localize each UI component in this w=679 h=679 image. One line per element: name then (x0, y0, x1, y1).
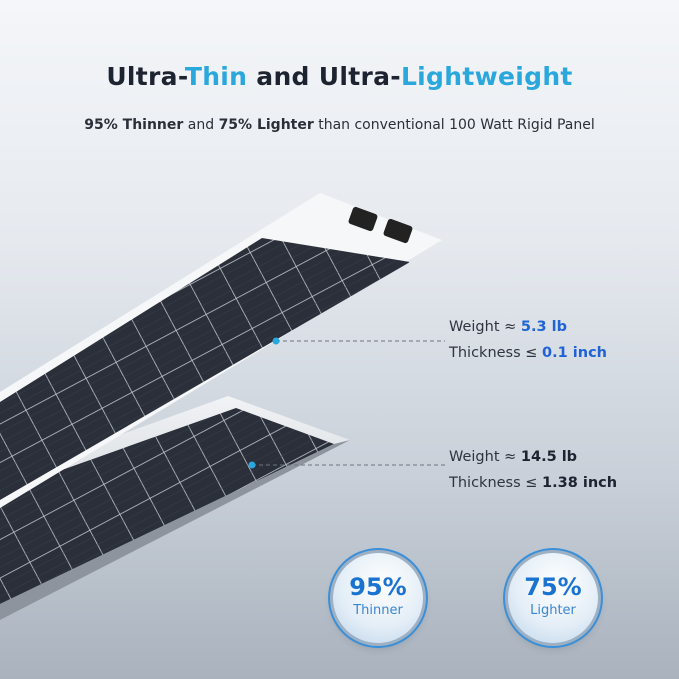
thin-thickness: Thickness ≤ 0.1 inch (449, 340, 607, 366)
junction-box (383, 218, 413, 244)
weight-label: Weight ≈ (449, 449, 521, 465)
weight-label: Weight ≈ (449, 319, 521, 335)
thickness-label: Thickness ≤ (449, 345, 543, 361)
title-part: and Ultra- (247, 62, 401, 91)
flexible-thin-panel (0, 193, 442, 508)
thickness-value: 1.38 inch (542, 475, 618, 491)
title-accent-lightweight: Lightweight (400, 62, 573, 91)
rigid-panel-marker-dot (248, 461, 256, 469)
title-part: Ultra- (106, 62, 185, 91)
thinner-badge: 95% Thinner (333, 553, 423, 643)
rigid-thickness: Thickness ≤ 1.38 inch (449, 470, 617, 496)
badge-label: Thinner (353, 603, 403, 618)
subtitle-part: than conventional 100 Watt Rigid Panel (313, 117, 595, 133)
badge-value: 95% (349, 573, 407, 601)
weight-value: 5.3 lb (520, 319, 567, 335)
rigid-weight: Weight ≈ 14.5 lb (449, 444, 617, 470)
headline: Ultra-Thin and Ultra-Lightweight (0, 62, 679, 91)
rigid-panel-specs: Weight ≈ 14.5 lb Thickness ≤ 1.38 inch (449, 444, 617, 496)
weight-value: 14.5 lb (520, 449, 578, 465)
lighter-badge: 75% Lighter (508, 553, 598, 643)
thin-weight: Weight ≈ 5.3 lb (449, 314, 607, 340)
thin-panel-specs: Weight ≈ 5.3 lb Thickness ≤ 0.1 inch (449, 314, 607, 366)
title-accent-thin: Thin (184, 62, 248, 91)
lighter-claim: 75% Lighter (218, 117, 314, 133)
thickness-value: 0.1 inch (542, 345, 607, 361)
badge-value: 75% (524, 573, 582, 601)
thinner-claim: 95% Thinner (84, 117, 184, 133)
thickness-label: Thickness ≤ (449, 475, 543, 491)
subtitle: 95% Thinner and 75% Lighter than convent… (0, 117, 679, 133)
badge-label: Lighter (530, 603, 576, 618)
subtitle-part: and (183, 117, 219, 133)
junction-box (348, 206, 378, 232)
rigid-panel (0, 396, 350, 620)
thin-panel-marker-dot (272, 337, 280, 345)
